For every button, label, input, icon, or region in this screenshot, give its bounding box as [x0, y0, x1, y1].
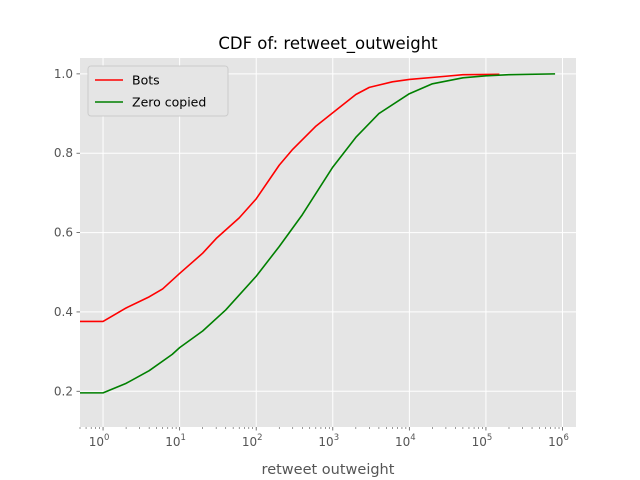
y-tick-label: 0.8: [54, 146, 73, 160]
x-tick-label: 105: [472, 433, 493, 449]
legend: Bots Zero copied: [87, 65, 229, 117]
series-lines: [80, 73, 556, 394]
x-tick-label: 104: [395, 433, 416, 449]
x-tick-label: 101: [165, 433, 186, 449]
y-tick-label: 0.2: [54, 384, 73, 398]
x-minor-ticks: [79, 427, 560, 429]
series-line-bots: [80, 73, 500, 323]
legend-label-bots: Bots: [132, 73, 160, 88]
y-tick-label: 0.4: [54, 305, 73, 319]
chart-title: CDF of: retweet_outweight: [218, 34, 438, 54]
x-tick-label: 106: [548, 433, 569, 449]
x-axis-label: retweet outweight: [262, 462, 395, 478]
x-axis-ticks: 100 101 102 103 104 105 106: [89, 427, 569, 449]
legend-label-zero-copied: Zero copied: [132, 95, 206, 110]
legend-box: [87, 65, 229, 117]
plot-area: [80, 58, 576, 427]
x-tick-label: 100: [89, 433, 110, 449]
x-tick-label: 103: [318, 433, 339, 449]
y-axis-ticks: 0.2 0.4 0.6 0.8 1.0: [54, 67, 80, 398]
series-line-zero-copied: [80, 73, 556, 394]
grid-lines: [80, 58, 576, 427]
y-tick-label: 1.0: [54, 67, 73, 81]
y-tick-label: 0.6: [54, 226, 73, 240]
x-tick-label: 102: [242, 433, 263, 449]
